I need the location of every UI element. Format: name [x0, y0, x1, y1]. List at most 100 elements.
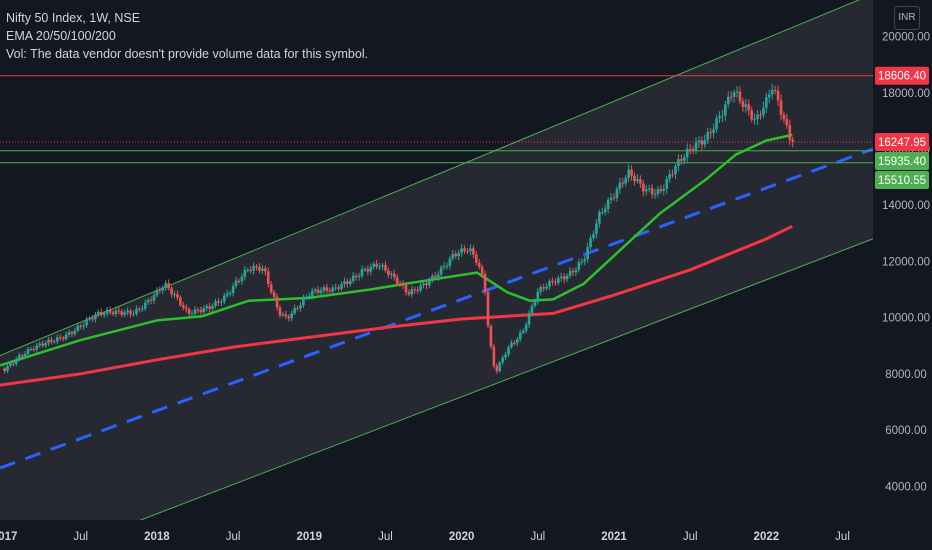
ema-fast-line: [0, 133, 793, 367]
symbol-title[interactable]: Nifty 50 Index, 1W, NSE: [6, 11, 141, 25]
candle-body: [313, 289, 317, 292]
candle-body: [384, 265, 387, 271]
candle-body: [729, 96, 733, 98]
candle-body: [492, 346, 496, 366]
candle-body: [776, 90, 780, 101]
candle-body: [472, 248, 475, 255]
candle-body: [102, 313, 106, 315]
currency-badge[interactable]: INR: [894, 6, 920, 30]
candle-body: [120, 311, 124, 315]
candle-body: [176, 294, 179, 298]
price-tag: 15510.55: [875, 171, 929, 190]
candle-body: [14, 359, 18, 364]
candle-body: [167, 283, 170, 289]
candle-body: [480, 266, 484, 275]
candle-body: [577, 262, 581, 270]
candle-body: [407, 292, 411, 295]
candle-body: [220, 301, 223, 303]
candle-body: [533, 301, 537, 306]
candle-body: [557, 277, 560, 283]
price-tag-bg: [875, 152, 929, 171]
candle-body: [595, 223, 598, 235]
candle-body: [135, 308, 138, 314]
candle-body: [431, 275, 434, 281]
candle-body: [715, 118, 718, 130]
candle-body: [469, 248, 472, 252]
candle-body: [117, 310, 121, 312]
x-tick-label: Jul: [835, 531, 850, 543]
candle-body: [516, 339, 519, 344]
price-tag: 18606.40: [875, 66, 929, 85]
candle-body: [568, 270, 572, 276]
candle-body: [390, 273, 393, 276]
candle-body: [105, 309, 109, 314]
candle-body: [94, 314, 97, 320]
candle-body: [6, 365, 9, 372]
candle-body: [767, 94, 771, 98]
channel-midline: [0, 147, 873, 470]
candle-body: [202, 308, 206, 313]
candle-body: [554, 281, 557, 283]
candle-body: [187, 309, 191, 314]
candle-body: [483, 274, 487, 293]
candle-body: [615, 188, 619, 199]
candle-body: [518, 332, 522, 340]
candle-body: [592, 234, 595, 238]
candle-body: [35, 345, 39, 350]
candle-body: [378, 266, 381, 268]
candle-body: [633, 175, 636, 182]
candle-body: [536, 291, 540, 302]
candle-body: [123, 312, 126, 315]
candle-body: [668, 174, 671, 179]
candle-body: [451, 254, 455, 259]
candle-body: [337, 287, 340, 289]
candle-body: [272, 292, 276, 297]
candle-body: [164, 283, 168, 288]
candle-body: [598, 212, 601, 224]
candle-body: [310, 291, 314, 296]
candle-body: [316, 289, 320, 293]
candle-body: [395, 277, 399, 284]
candle-body: [146, 299, 150, 303]
price-tags: 18606.40 16247.95 15935.40 15510.55: [875, 66, 929, 190]
candle-body: [58, 337, 62, 339]
indicator-label[interactable]: EMA 20/50/100/200: [6, 29, 116, 43]
candle-body: [53, 341, 56, 343]
candle-body: [76, 325, 80, 331]
candle-body: [275, 296, 279, 308]
price-tag: 15935.40: [875, 152, 929, 171]
candle-body: [422, 283, 425, 286]
candle-body: [269, 284, 273, 293]
candle-body: [334, 287, 337, 289]
candle-body: [126, 310, 129, 313]
candle-body: [498, 362, 502, 372]
candle-body: [574, 269, 578, 273]
candle-body: [138, 308, 141, 310]
candle-body: [644, 189, 648, 192]
candle-body: [252, 266, 255, 271]
candle-body: [785, 119, 789, 126]
candle-body: [545, 286, 548, 289]
candle-body: [445, 265, 449, 267]
candle-body: [474, 254, 478, 263]
x-tick-label: 2022: [754, 531, 780, 543]
candle-body: [436, 274, 440, 278]
x-tick-label: Jul: [226, 531, 241, 543]
candle-body: [744, 104, 748, 107]
candle-body: [759, 114, 762, 116]
candle-body: [425, 283, 428, 286]
candle-body: [589, 237, 592, 248]
candle-body: [747, 104, 751, 111]
candle-body: [307, 295, 311, 297]
candle-body: [603, 208, 607, 212]
candle-body: [647, 188, 651, 190]
candle-body: [486, 292, 490, 326]
candle-body: [659, 189, 663, 191]
price-tag-label: 15510.55: [878, 175, 926, 187]
candle-body: [653, 193, 657, 195]
candle-body: [562, 276, 566, 280]
y-tick-label: 18000.00: [882, 88, 930, 100]
candle-body: [639, 179, 642, 184]
candle-body: [205, 306, 209, 309]
